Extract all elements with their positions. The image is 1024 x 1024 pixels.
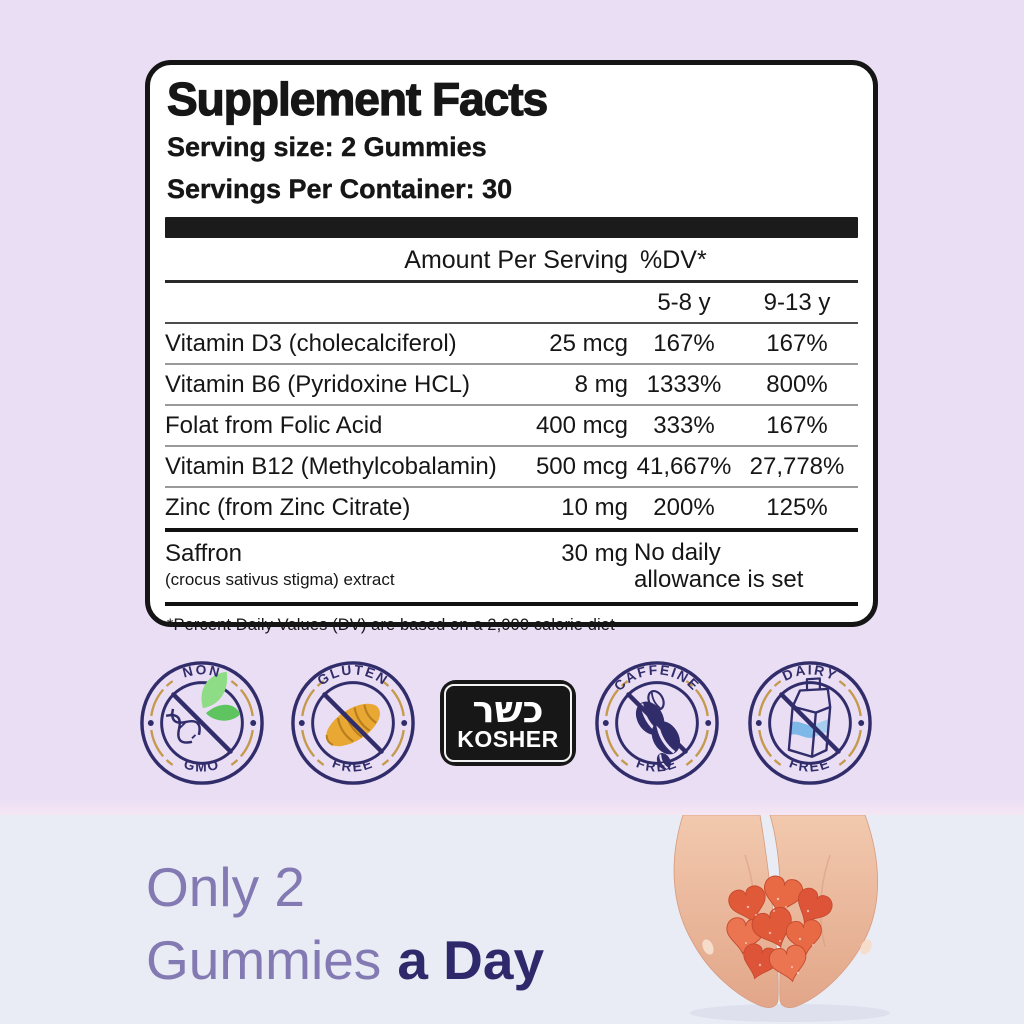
svg-text:GMO: GMO [182, 756, 222, 774]
badge-bottom-label: FREE [787, 755, 830, 774]
nutrient-dv2: 167% [766, 412, 828, 440]
nutrient-dv1: 1333% [646, 371, 722, 399]
supplement-facts-panel: Supplement Facts Serving size: 2 Gummies… [145, 60, 878, 634]
badge-top-label: GLUTEN [315, 662, 390, 688]
table-row: Vitamin B6 (Pyridoxine HCL) 8 mg 1333% 8… [165, 365, 858, 407]
servings-per-container: Servings Per Container: 30 [167, 174, 513, 205]
nutrient-name: Folat from Folic Acid [165, 412, 383, 440]
kosher-badge: כשר KOSHER [440, 680, 576, 766]
prohibition-slash [626, 692, 688, 754]
nutrient-amount: 10 mg [561, 494, 628, 522]
svg-text:FREE: FREE [330, 755, 375, 774]
svg-text:FREE: FREE [787, 755, 832, 774]
nutrient-amount: 8 mg [574, 371, 628, 399]
svg-text:GLUTEN: GLUTEN [315, 662, 392, 688]
nutrient-name: Vitamin B12 (Methylcobalamin) [165, 453, 497, 481]
dna-leaf-icon [165, 671, 241, 744]
svg-text:FREE: FREE [634, 755, 679, 774]
badge-top-label: CAFFEINE [611, 662, 700, 694]
age-column-2: 9-13 y [763, 289, 831, 317]
saffron-amount: 30 mg [561, 540, 628, 568]
nutrient-dv2: 167% [766, 330, 828, 358]
nutrient-amount: 25 mcg [549, 330, 628, 358]
table-header-row: Amount Per Serving %DV* [165, 238, 858, 284]
tagline-line1: Only 2 [146, 856, 305, 918]
tagline-line2: Gummies a Day [146, 924, 544, 997]
nutrient-dv1: 200% [653, 494, 715, 522]
table-row: Folat from Folic Acid 400 mcg 333% 167% [165, 406, 858, 448]
non-gmo-badge: NON GMO [140, 661, 264, 785]
saffron-subtext: (crocus sativus stigma) extract [165, 570, 395, 590]
table-row: Vitamin B12 (Methylcobalamin) 500 mcg 41… [165, 447, 858, 489]
nutrient-name: Zinc (from Zinc Citrate) [165, 494, 411, 522]
badge-bottom-label: GMO [182, 756, 220, 774]
kosher-badge-inner: כשר KOSHER [444, 684, 572, 762]
divider-bar [165, 217, 858, 239]
nutrient-name: Vitamin B6 (Pyridoxine HCL) [165, 371, 471, 399]
dairy-free-badge: DAIRY FREE [748, 661, 872, 785]
nutrient-dv1: 41,667% [636, 453, 732, 481]
saffron-note-line1: No daily [634, 539, 721, 567]
badge-top-label: DAIRY [780, 662, 838, 683]
left-hand [673, 815, 779, 1008]
nutrient-dv1: 333% [653, 412, 715, 440]
table-row: Vitamin D3 (cholecalciferol) 25 mcg 167%… [165, 324, 858, 366]
prohibition-slash [322, 692, 384, 754]
nutrient-name: Vitamin D3 (cholecalciferol) [165, 330, 457, 358]
age-column-1: 5-8 y [657, 289, 711, 317]
caffeine-free-badge: CAFFEINE FREE [595, 661, 719, 785]
badge-bottom-label: FREE [634, 755, 677, 774]
amount-per-serving-header: Amount Per Serving [404, 246, 628, 275]
kosher-label: KOSHER [457, 725, 559, 752]
serving-size: Serving size: 2 Gummies [167, 132, 487, 163]
svg-text:NON: NON [181, 663, 223, 681]
saffron-note-line2: allowance is set [634, 565, 804, 593]
hands-with-gummies-photo [673, 815, 890, 1022]
dv-footnote: *Percent Daily Values (DV) are based on … [167, 616, 615, 635]
panel-title: Supplement Facts [166, 73, 549, 125]
gold-arcs [150, 680, 254, 766]
dv-header: %DV* [640, 246, 707, 275]
tagline-gummies: Gummies [146, 928, 382, 991]
badge-top-label: NON [181, 663, 221, 681]
svg-text:DAIRY: DAIRY [780, 662, 840, 683]
nutrient-amount: 500 mcg [535, 453, 628, 481]
prohibition-slash [779, 692, 841, 754]
age-columns-row: 5-8 y 9-13 y [165, 283, 858, 325]
saffron-note: No daily allowance is set [632, 540, 858, 593]
thick-divider [165, 528, 858, 533]
nutrient-amount: 400 mcg [535, 412, 628, 440]
badge-bottom-label: FREE [330, 755, 373, 774]
thick-divider [165, 602, 858, 607]
background-transition [0, 798, 1024, 815]
saffron-row: Saffron (crocus sativus stigma) extract … [165, 533, 858, 601]
table-row: Zinc (from Zinc Citrate) 10 mg 200% 125% [165, 488, 858, 527]
nutrient-dv1: 167% [653, 330, 715, 358]
gluten-free-badge: GLUTEN FREE [291, 661, 415, 785]
milk-carton-icon [787, 677, 832, 758]
tagline: Only 2 Gummies a Day [146, 851, 544, 996]
nutrient-dv2: 27,778% [749, 453, 845, 481]
saffron-name-cell: Saffron (crocus sativus stigma) extract [165, 540, 518, 590]
tagline-a-day: a Day [397, 928, 545, 991]
svg-text:CAFFEINE: CAFFEINE [611, 662, 702, 694]
nutrient-dv2: 125% [766, 494, 828, 522]
saffron-name: Saffron [165, 540, 242, 568]
kosher-hebrew-text: כשר [472, 688, 544, 732]
prohibition-slash [171, 692, 233, 754]
nutrient-dv2: 800% [766, 371, 828, 399]
sugar-speckles [745, 897, 814, 975]
